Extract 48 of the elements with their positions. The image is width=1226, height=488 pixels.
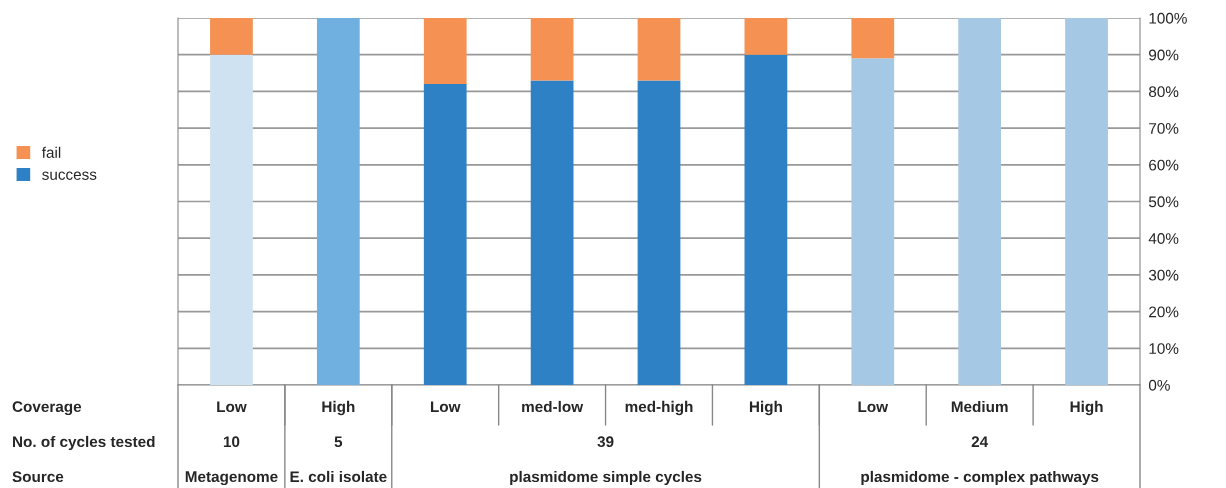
x-tick-label: High <box>1070 400 1103 416</box>
x-tick-label: High <box>749 400 782 416</box>
y-tick-label: 60% <box>1149 159 1179 171</box>
bar <box>530 80 574 385</box>
bar <box>1065 18 1108 385</box>
x-tick-label: med-low <box>522 400 584 413</box>
text: No. of cycles tested <box>13 435 155 451</box>
text: 39 <box>597 436 614 448</box>
y-tick-label: 10% <box>1149 343 1179 354</box>
text: plasmidome - complex pathways <box>861 470 1099 486</box>
y-tick-label: 100% <box>1149 12 1187 24</box>
bar <box>423 18 467 85</box>
legend-label: fail <box>41 146 61 158</box>
x-tick-label: med-high <box>625 400 693 416</box>
y-tick-label: 40% <box>1148 233 1179 244</box>
x-tick-label: Low <box>858 401 889 413</box>
bar <box>210 18 253 55</box>
x-tick-label: High <box>322 400 355 416</box>
text: Source <box>12 471 64 483</box>
y-tick-label: 20% <box>1149 306 1179 318</box>
y-tick-label: 90% <box>1149 49 1179 61</box>
bar <box>744 54 788 385</box>
bar <box>851 18 895 59</box>
bar <box>637 18 681 81</box>
bar <box>744 18 788 55</box>
bar <box>423 84 467 385</box>
y-tick-label: 80% <box>1149 86 1179 98</box>
bar <box>637 80 681 385</box>
x-tick-label: Medium <box>951 400 1008 413</box>
text: Metagenome <box>185 471 278 486</box>
text: 24 <box>971 436 989 447</box>
y-tick-label: 30% <box>1148 269 1179 281</box>
text: 5 <box>334 436 343 448</box>
y-tick-label: 50% <box>1148 196 1179 208</box>
text: Coverage <box>12 401 82 416</box>
x-tick-label: Low <box>217 401 247 413</box>
y-tick-label: 70% <box>1149 122 1179 134</box>
bar <box>530 18 574 81</box>
text: plasmidome simple cycles <box>510 470 702 486</box>
text: E. coli isolate <box>290 470 387 483</box>
text: 10 <box>223 436 240 448</box>
bar <box>316 18 360 385</box>
legend-label: success <box>42 171 97 180</box>
x-tick-label: Low <box>430 401 461 413</box>
bar <box>851 58 895 385</box>
y-tick-label: 0% <box>1148 379 1170 391</box>
bar <box>210 54 253 385</box>
bar <box>958 18 1002 385</box>
